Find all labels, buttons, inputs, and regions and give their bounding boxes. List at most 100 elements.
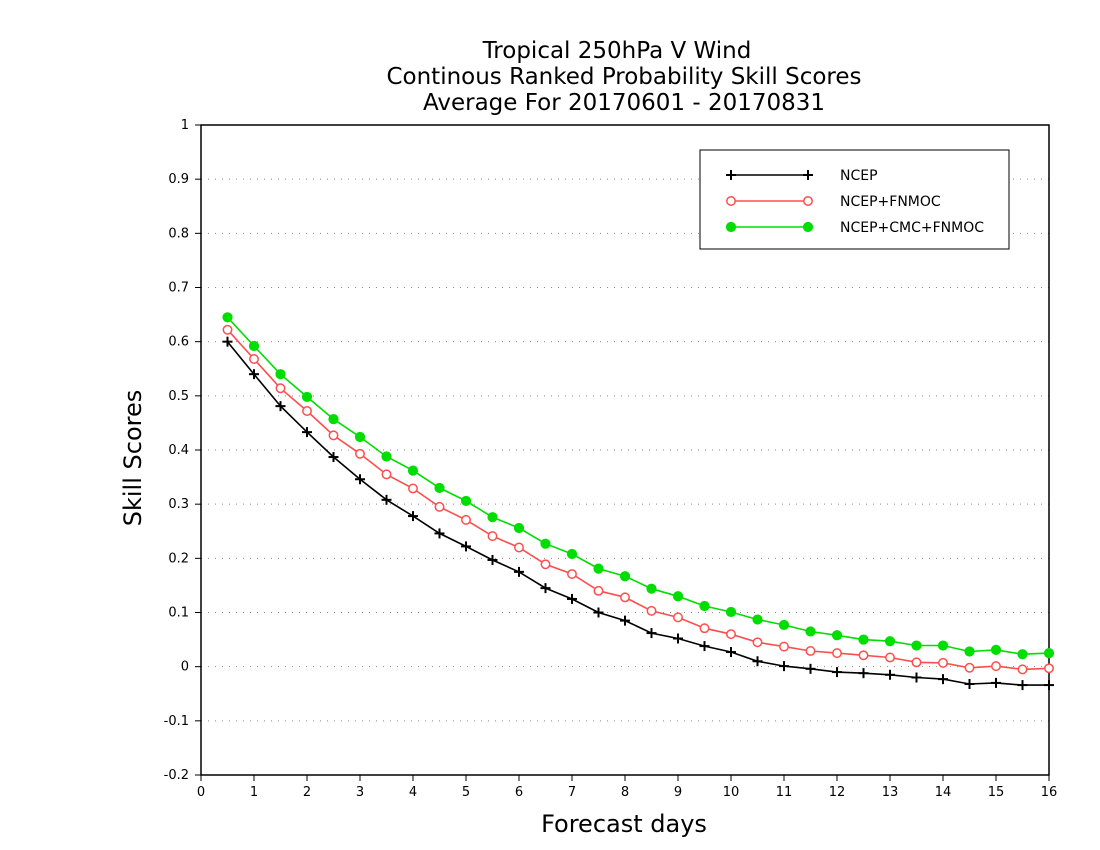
y-tick-label: 0.5	[168, 389, 189, 404]
data-point	[381, 469, 392, 480]
data-point	[699, 623, 710, 634]
data-point	[858, 634, 869, 645]
data-point	[938, 657, 948, 668]
y-tick-label: 0.7	[168, 281, 189, 296]
series-2	[222, 312, 1055, 660]
data-point	[1017, 680, 1028, 691]
data-point	[964, 646, 975, 657]
x-tick-label: 7	[568, 785, 576, 800]
data-point	[487, 512, 498, 523]
x-tick-label: 11	[776, 785, 793, 800]
data-point	[540, 583, 551, 594]
data-point	[726, 629, 736, 640]
data-point	[1017, 649, 1028, 660]
data-point	[487, 554, 498, 565]
data-point	[249, 369, 259, 380]
data-point	[938, 674, 948, 685]
data-point	[779, 641, 789, 652]
data-point	[275, 369, 286, 380]
data-point	[752, 614, 763, 625]
data-point	[725, 606, 737, 618]
legend-marker	[803, 170, 813, 180]
x-tick-label: 5	[462, 785, 470, 800]
data-point	[381, 451, 392, 462]
data-point	[673, 612, 683, 623]
series-0	[222, 336, 1054, 691]
legend-box	[699, 149, 1010, 250]
data-point	[672, 591, 684, 602]
legend: NCEP NCEP+FNMOC NCEP+CMC+FNMOC	[699, 149, 1010, 250]
data-point	[407, 465, 419, 476]
data-point	[831, 630, 843, 641]
data-point	[964, 679, 975, 689]
data-point	[699, 641, 710, 652]
data-point	[778, 619, 790, 631]
title-line-3: Average For 20170601 - 20170831	[423, 90, 825, 116]
data-point	[964, 662, 975, 673]
data-point	[328, 414, 339, 425]
data-point	[355, 448, 365, 459]
data-point	[222, 336, 233, 347]
x-tick-label: 14	[935, 785, 952, 800]
data-point	[593, 585, 604, 596]
x-tick-label: 15	[988, 785, 1005, 800]
data-point	[408, 511, 418, 522]
legend-marker	[726, 196, 736, 206]
data-point	[699, 600, 710, 612]
x-tick-label: 2	[303, 785, 311, 800]
data-point	[328, 430, 339, 441]
y-axis-ticks: -0.2 -0.1 0 0.1 0.2 0.3 0.4 0.5 0.6 0.7 0.8 0.9 1	[164, 118, 201, 783]
data-point	[832, 648, 842, 659]
data-point	[302, 406, 312, 416]
data-point	[805, 663, 816, 674]
y-tick-label: 0.9	[168, 172, 189, 187]
data-point	[275, 383, 286, 394]
title-line-1: Tropical 250hPa V Wind	[482, 38, 752, 64]
data-point	[514, 566, 524, 577]
y-tick-label: 0	[181, 660, 189, 675]
data-point	[567, 569, 577, 579]
y-tick-label: 0.6	[168, 335, 189, 350]
data-point	[726, 647, 736, 658]
series-line	[226, 341, 1049, 686]
data-point	[355, 474, 365, 485]
data-point	[1043, 648, 1055, 659]
data-point	[1044, 680, 1054, 691]
data-point	[858, 650, 869, 661]
data-point	[937, 640, 949, 651]
x-axis-ticks: 0 1 2 3 4 5 6 7 8 9 10 11 12 13 14 15 16	[197, 775, 1057, 800]
legend-marker	[725, 221, 737, 233]
x-tick-label: 0	[197, 785, 205, 800]
data-point	[673, 633, 683, 644]
y-tick-label: -0.1	[164, 714, 189, 729]
data-point	[275, 401, 286, 412]
data-point	[858, 668, 869, 679]
data-point	[619, 571, 631, 582]
data-point	[460, 495, 472, 507]
series-line	[226, 329, 1050, 671]
y-tick-label: -0.2	[164, 768, 189, 783]
x-tick-label: 16	[1041, 785, 1058, 800]
data-point	[222, 312, 233, 323]
x-axis-label: Forecast days	[541, 810, 707, 838]
data-point	[248, 340, 260, 352]
data-point	[1017, 664, 1028, 675]
data-point	[991, 661, 1001, 672]
data-point	[434, 482, 445, 494]
x-tick-label: 1	[250, 785, 258, 800]
data-point	[752, 656, 763, 667]
y-tick-label: 0.3	[168, 497, 189, 512]
chart-title: Tropical 250hPa V Wind Continous Ranked …	[386, 38, 861, 116]
data-point	[990, 644, 1002, 655]
data-point	[328, 452, 339, 463]
data-point	[646, 628, 657, 639]
y-tick-label: 0.8	[168, 226, 189, 241]
data-point	[513, 522, 525, 534]
y-tick-label: 0.1	[168, 606, 189, 621]
legend-label-ncep: NCEP	[840, 168, 878, 184]
data-point	[222, 324, 233, 335]
data-point	[540, 538, 551, 549]
grid-lines	[201, 178, 1049, 722]
data-point	[779, 661, 789, 672]
title-line-2: Continous Ranked Probability Skill Score…	[386, 64, 861, 90]
